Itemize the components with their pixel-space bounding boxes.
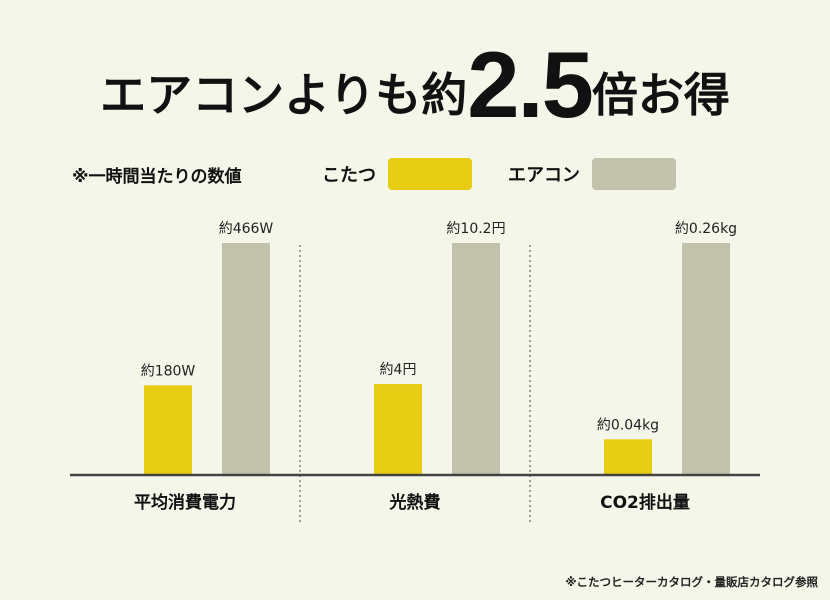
bar-value-label-1-2: 約466W <box>219 221 274 237</box>
bar-1-kotatsu <box>144 385 192 475</box>
source-note: ※こたつヒーターカタログ・量販店カタログ参照 <box>565 575 818 589</box>
bar-1-aircon <box>222 243 270 475</box>
bar-value-label-3-2: 約0.26kg <box>675 221 737 237</box>
category-label-2: 光熱費 <box>389 492 441 513</box>
legend-kotatsu-swatch <box>388 158 472 190</box>
bar-2-aircon <box>452 243 500 475</box>
per-hour-note: ※一時間当たりの数値 <box>72 167 242 187</box>
bar-2-kotatsu <box>374 384 422 475</box>
legend-aircon-label: エアコン <box>508 165 580 186</box>
bar-value-label-2-1: 約4円 <box>380 362 417 378</box>
headline-suffix: 倍お得 <box>591 68 730 122</box>
category-label-1: 平均消費電力 <box>134 492 236 513</box>
bar-value-label-2-2: 約10.2円 <box>446 221 505 237</box>
legend-aircon: エアコン <box>508 158 676 190</box>
legend-kotatsu-label: こたつ <box>322 165 376 186</box>
bar-3-kotatsu <box>604 439 652 475</box>
headline-number: 2.5 <box>467 32 594 137</box>
bar-3-aircon <box>682 243 730 475</box>
bar-value-label-1-1: 約180W <box>141 363 196 379</box>
category-label-3: CO2排出量 <box>600 492 690 513</box>
headline-prefix: エアコンよりも約 <box>100 68 468 122</box>
legend-kotatsu: こたつ <box>322 158 472 190</box>
legend-aircon-swatch <box>592 158 676 190</box>
headline: エアコンよりも約2.5倍お得 <box>0 30 830 150</box>
bar-value-label-3-1: 約0.04kg <box>597 417 659 433</box>
